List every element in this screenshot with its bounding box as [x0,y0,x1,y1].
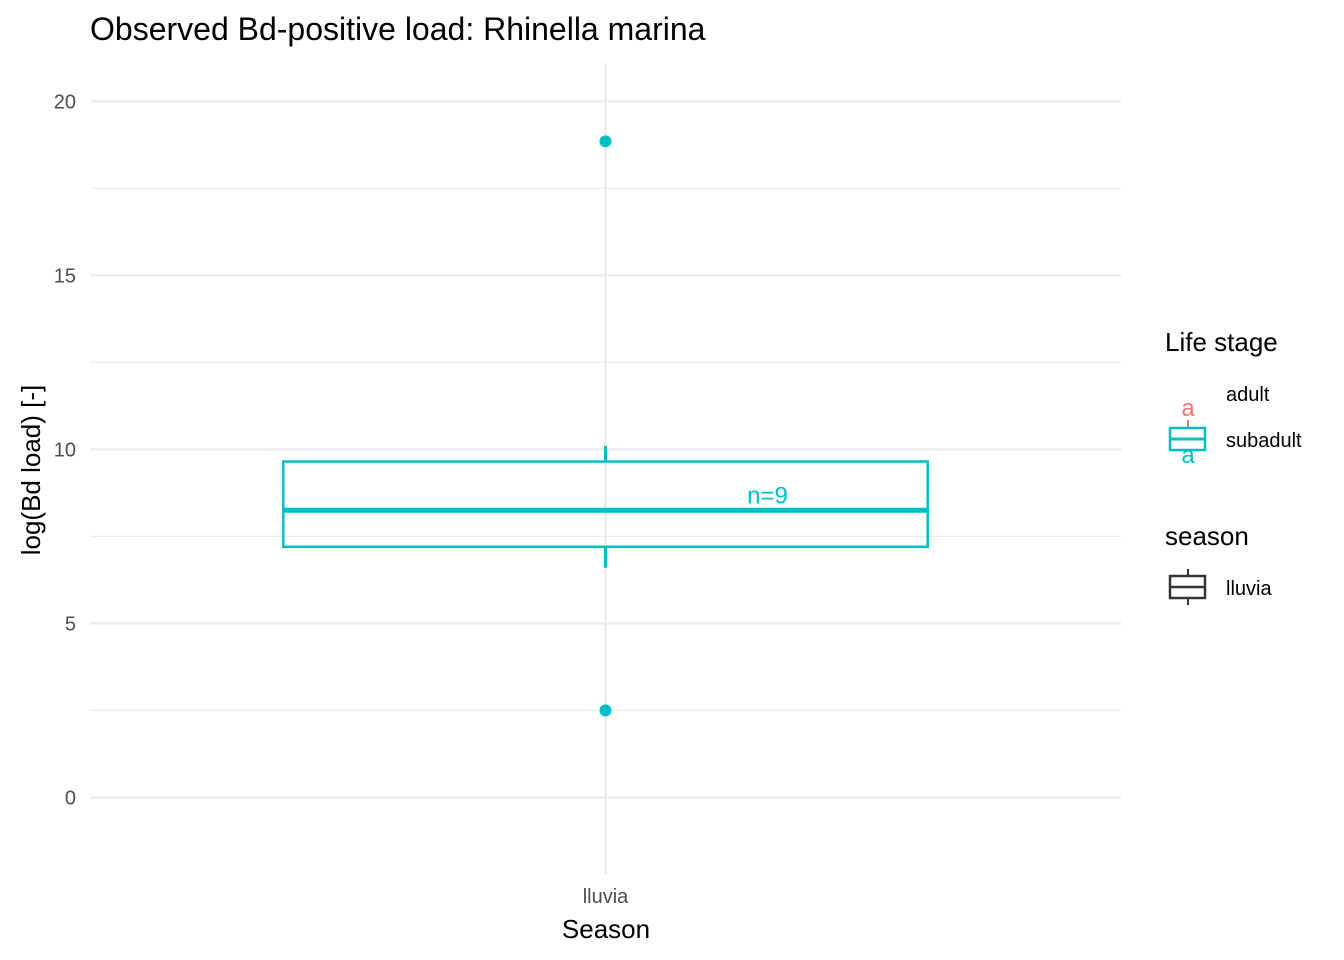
legend-key-lluvia [1168,569,1207,605]
x-tick-label: lluvia [583,886,629,908]
y-tick-label: 0 [65,787,76,809]
major-gridlines [90,63,1121,874]
outlier-point [599,135,612,148]
legend-life-stage: Life stage a adult a subadult [1165,327,1302,469]
x-axis-ticks: lluvia [583,886,629,908]
legend-key-subadult: a [1168,426,1207,469]
annotations: n=9 [747,483,788,510]
boxplots [282,445,929,568]
legend-label-subadult: subadult [1226,430,1302,452]
y-axis-title: log(Bd load) [-] [16,385,46,556]
legend-label-adult: adult [1226,384,1270,406]
legend-glyph-subadult: a [1181,442,1195,469]
y-tick-label: 5 [65,613,76,635]
y-tick-label: 20 [54,91,76,113]
legend-label-lluvia: lluvia [1226,578,1272,600]
legend-glyph-adult: a [1181,395,1195,422]
legend-life-stage-title: Life stage [1165,327,1278,357]
legend-key-adult: a [1181,395,1195,428]
chart-title: Observed Bd-positive load: Rhinella mari… [90,11,706,47]
legend-season-title: season [1165,521,1249,551]
y-tick-label: 15 [54,265,76,287]
y-tick-label: 10 [54,439,76,461]
x-axis-title: Season [562,914,650,944]
outlier-points [599,135,612,717]
outlier-point [599,704,612,717]
boxplot-subadult [282,445,929,568]
legend-season: season lluvia [1165,521,1272,605]
box-iqr [282,460,929,549]
sample-size-label: n=9 [747,483,788,510]
y-axis-ticks: 0 5 10 15 20 [54,91,76,809]
